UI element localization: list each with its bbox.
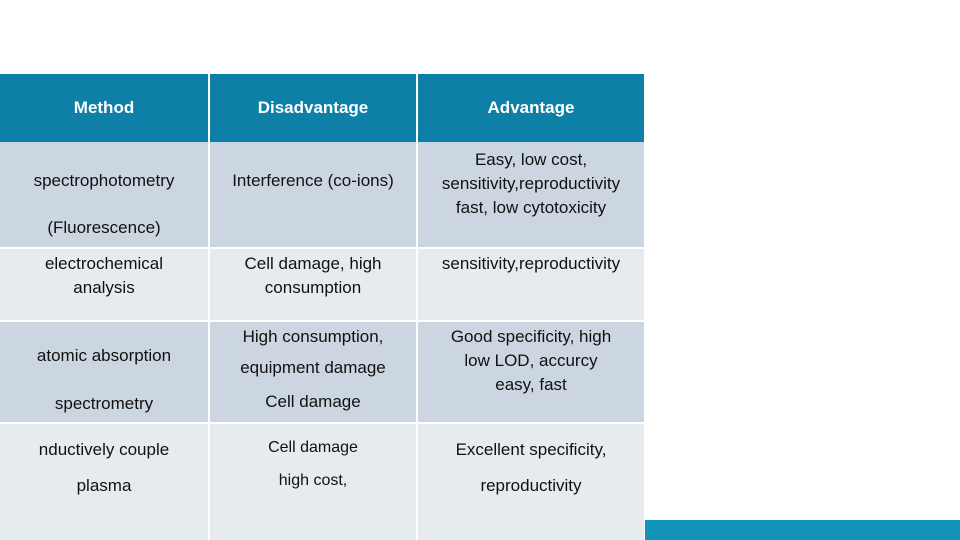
column-divider [416, 74, 418, 540]
cell-method-line: plasma [76, 476, 132, 495]
cell-disadvantage-line: Cell damage [268, 439, 358, 456]
cell-method-line: nductively couple [38, 440, 170, 459]
table-row [0, 248, 644, 321]
cell-disadvantage-line: equipment damage [240, 358, 386, 377]
cell-disadvantage-line: consumption [264, 278, 362, 297]
cell-advantage-line: sensitivity,reproductivity [441, 254, 621, 273]
table-row [0, 423, 644, 540]
row-divider [0, 422, 644, 424]
column-divider [208, 74, 210, 540]
cell-advantage-line: easy, fast [495, 375, 567, 394]
cell-advantage-line: reproductivity [480, 476, 582, 495]
cell-advantage-line: Good specificity, high [450, 327, 612, 346]
header-disadvantage: Disadvantage [257, 98, 369, 117]
cell-disadvantage-line: High consumption, [242, 327, 384, 346]
cell-method-line: atomic absorption [36, 346, 172, 365]
header-row [0, 74, 644, 142]
cell-method-line: electrochemical [44, 254, 164, 273]
table-row [0, 142, 644, 248]
cell-advantage-line: Easy, low cost, [474, 150, 588, 169]
header-advantage: Advantage [487, 98, 575, 117]
cell-advantage-line: sensitivity,reproductivity [441, 174, 621, 193]
table-row [0, 321, 644, 423]
cell-method-line: spectrometry [54, 394, 154, 413]
header-method: Method [73, 98, 135, 117]
cell-disadvantage-line: Cell damage, high [244, 254, 382, 273]
row-divider [0, 247, 644, 249]
cell-disadvantage-line: Interference (co-ions) [232, 171, 394, 190]
cell-method-line: (Fluorescence) [47, 218, 161, 237]
cell-advantage-line: Excellent specificity, [455, 440, 607, 459]
cell-method-line: spectrophotometry [33, 171, 175, 190]
cell-advantage-line: fast, low cytotoxicity [455, 198, 607, 217]
row-divider [0, 320, 644, 322]
cell-advantage-line: low LOD, accurcy [464, 351, 598, 370]
cell-method-line: analysis [73, 278, 135, 297]
cell-disadvantage-line: high cost, [278, 472, 348, 489]
cell-disadvantage-line: Cell damage [265, 392, 361, 411]
accent-bar [645, 520, 960, 540]
